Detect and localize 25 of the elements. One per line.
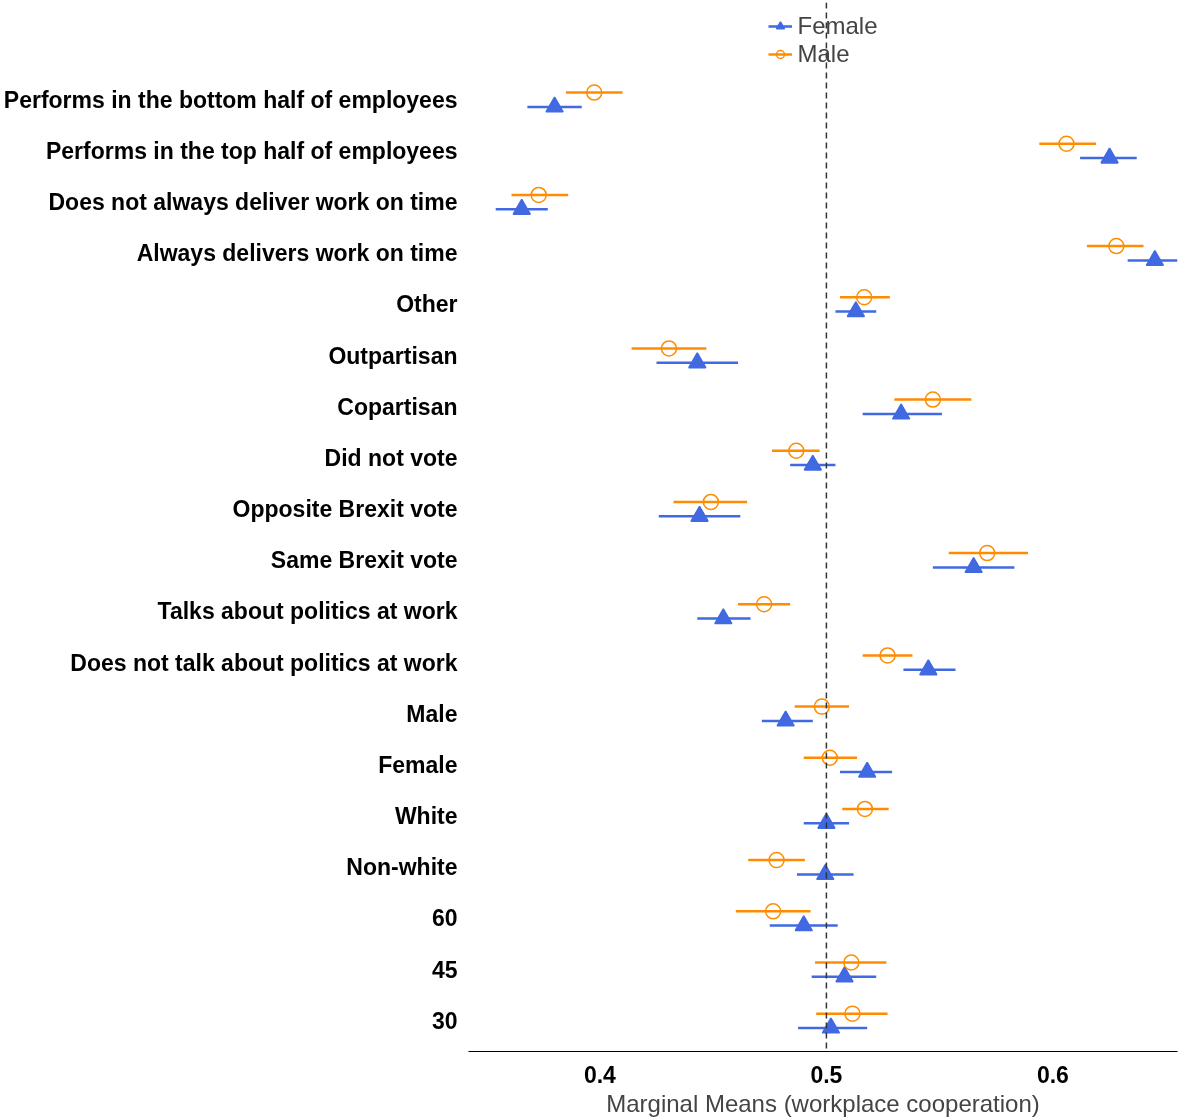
legend-label: Female (797, 12, 878, 40)
y-tick-label: Performs in the top half of employees (45, 137, 458, 164)
y-tick-label: White (394, 803, 458, 830)
legend-label: Male (797, 40, 850, 68)
y-tick-label: Other (396, 291, 458, 318)
y-tick-label: Same Brexit vote (270, 547, 458, 574)
y-tick-label: Copartisan (337, 393, 458, 420)
x-axis-title: Marginal Means (workplace cooperation) (606, 1089, 1040, 1117)
y-tick-label: 60 (431, 905, 458, 932)
y-tick-label: Female (378, 751, 458, 778)
y-tick-label: Non-white (346, 854, 458, 881)
y-tick-label: Talks about politics at work (157, 598, 458, 625)
x-tick-label: 0.5 (810, 1061, 843, 1088)
y-tick-label: Always delivers work on time (136, 240, 458, 267)
y-tick-label: Male (406, 700, 458, 727)
y-tick-label: Did not vote (324, 444, 458, 471)
y-tick-label: Opposite Brexit vote (232, 496, 458, 523)
y-tick-label: 30 (431, 1007, 458, 1034)
y-tick-label: 45 (431, 956, 458, 983)
y-tick-label: Outpartisan (328, 342, 458, 369)
y-tick-label: Does not talk about politics at work (70, 649, 458, 676)
x-tick-label: 0.6 (1036, 1061, 1069, 1088)
x-tick-label: 0.4 (583, 1061, 617, 1088)
y-tick-label: Performs in the bottom half of employees (3, 86, 458, 113)
y-tick-label: Does not always deliver work on time (48, 189, 458, 216)
